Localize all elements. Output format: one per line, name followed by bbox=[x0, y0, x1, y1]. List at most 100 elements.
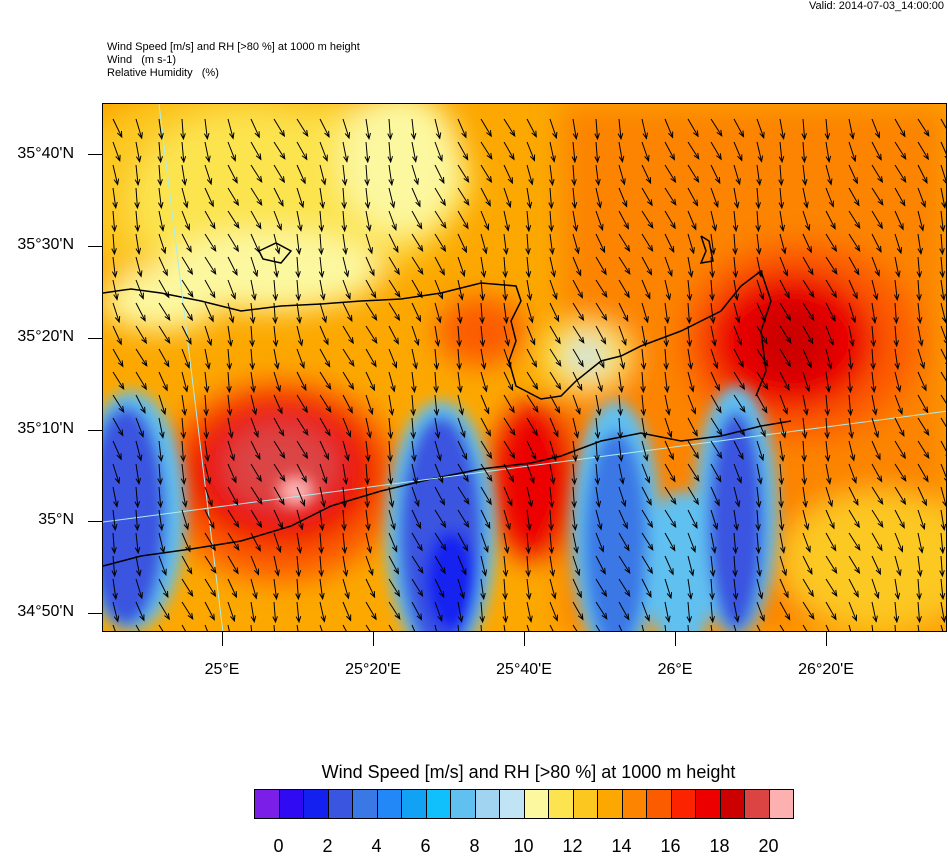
wind-arrow bbox=[135, 348, 148, 367]
wind-arrow bbox=[824, 394, 831, 417]
wind-arrow bbox=[181, 532, 191, 553]
wind-arrow bbox=[525, 532, 531, 555]
wind-arrow bbox=[364, 164, 370, 187]
wind-arrow bbox=[848, 325, 855, 347]
wind-arrow bbox=[526, 486, 534, 508]
wind-arrow bbox=[342, 325, 354, 345]
wind-arrow bbox=[778, 509, 785, 532]
tick bbox=[675, 632, 676, 646]
valid-time: Valid: 2014-07-03_14:00:00 bbox=[809, 0, 944, 12]
wind-arrow bbox=[595, 233, 606, 254]
wind-arrow bbox=[733, 348, 744, 368]
wind-arrow bbox=[664, 509, 677, 529]
wind-arrow bbox=[227, 463, 237, 484]
wind-arrow bbox=[917, 532, 924, 554]
wind-arrow bbox=[203, 417, 210, 440]
wind-arrow bbox=[825, 509, 835, 530]
wind-arrow bbox=[342, 302, 353, 323]
wind-arrow bbox=[296, 463, 307, 483]
wind-arrow bbox=[365, 118, 371, 141]
wind-arrow bbox=[617, 440, 624, 463]
wind-arrow bbox=[480, 486, 492, 506]
wind-arrow bbox=[594, 417, 601, 440]
wind-arrow bbox=[388, 187, 396, 209]
wind-arrow bbox=[457, 463, 469, 483]
wind-arrow bbox=[135, 118, 143, 140]
wind-arrow bbox=[342, 118, 351, 140]
wind-arrow bbox=[158, 371, 168, 392]
wind-arrow bbox=[341, 509, 347, 532]
wind-arrow bbox=[411, 187, 421, 208]
wind-arrow bbox=[526, 164, 534, 186]
wind-arrow bbox=[250, 164, 263, 183]
wind-arrow bbox=[250, 371, 256, 394]
wind-arrow bbox=[917, 394, 929, 414]
tick bbox=[88, 154, 102, 155]
wind-arrow bbox=[733, 463, 742, 484]
tick bbox=[88, 338, 102, 339]
wind-arrow bbox=[756, 463, 763, 485]
wind-arrow bbox=[572, 233, 580, 255]
wind-arrow bbox=[526, 118, 537, 138]
wind-arrow bbox=[664, 302, 670, 325]
wind-arrow bbox=[365, 394, 374, 416]
wind-arrow bbox=[411, 509, 422, 530]
wind-arrow bbox=[756, 624, 761, 631]
wind-arrow bbox=[825, 141, 832, 164]
wind-arrow bbox=[756, 394, 768, 414]
wind-arrow bbox=[732, 256, 739, 279]
wind-arrow bbox=[318, 555, 324, 578]
wind-arrow bbox=[111, 532, 117, 555]
wind-arrow bbox=[710, 532, 717, 554]
wind-arrow bbox=[227, 279, 236, 300]
wind-arrow bbox=[388, 532, 398, 553]
wind-arrow bbox=[871, 141, 882, 161]
wind-arrow bbox=[388, 509, 396, 531]
wind-arrow bbox=[779, 118, 786, 140]
wind-arrow bbox=[250, 233, 260, 254]
wind-arrow bbox=[503, 417, 516, 436]
wind-arrow bbox=[641, 555, 653, 575]
wind-arrow bbox=[204, 463, 212, 485]
wind-arrow bbox=[457, 371, 463, 394]
wind-arrow bbox=[273, 417, 285, 437]
wind-arrow bbox=[571, 509, 578, 532]
wind-arrow bbox=[572, 578, 582, 599]
wind-arrow bbox=[433, 394, 440, 417]
wind-arrow bbox=[917, 210, 925, 232]
wind-arrow bbox=[503, 532, 510, 554]
wind-arrow bbox=[618, 601, 630, 621]
wind-arrow bbox=[434, 417, 441, 439]
wind-arrow bbox=[571, 486, 577, 509]
wind-arrow bbox=[802, 302, 815, 322]
wind-arrow bbox=[549, 164, 555, 187]
wind-arrow bbox=[365, 279, 377, 299]
wind-arrow bbox=[940, 187, 946, 209]
wind-arrow bbox=[917, 371, 927, 392]
wind-arrow bbox=[365, 532, 372, 554]
wind-arrow bbox=[112, 187, 118, 210]
wind-arrow bbox=[526, 279, 533, 301]
wind-arrow bbox=[732, 555, 738, 578]
wind-arrow bbox=[549, 325, 561, 345]
wind-arrow bbox=[526, 624, 530, 631]
wind-arrow bbox=[848, 417, 854, 440]
wind-arrow bbox=[825, 371, 831, 394]
wind-arrow bbox=[227, 210, 240, 229]
wind-arrow bbox=[135, 371, 148, 391]
wind-arrow bbox=[434, 164, 445, 185]
wind-arrow bbox=[434, 440, 442, 462]
wind-arrow bbox=[479, 601, 485, 624]
wind-arrow bbox=[364, 463, 370, 486]
wind-arrow bbox=[365, 578, 376, 599]
wind-arrow bbox=[457, 394, 464, 416]
wind-arrow bbox=[641, 486, 652, 506]
wind-arrow bbox=[388, 325, 399, 345]
wind-arrow bbox=[112, 440, 122, 461]
wind-arrow bbox=[319, 371, 332, 391]
wind-arrow bbox=[480, 509, 491, 530]
wind-arrow bbox=[204, 302, 214, 323]
wind-arrow bbox=[411, 325, 420, 347]
wind-arrow bbox=[480, 417, 492, 437]
wind-arrow bbox=[664, 532, 676, 552]
